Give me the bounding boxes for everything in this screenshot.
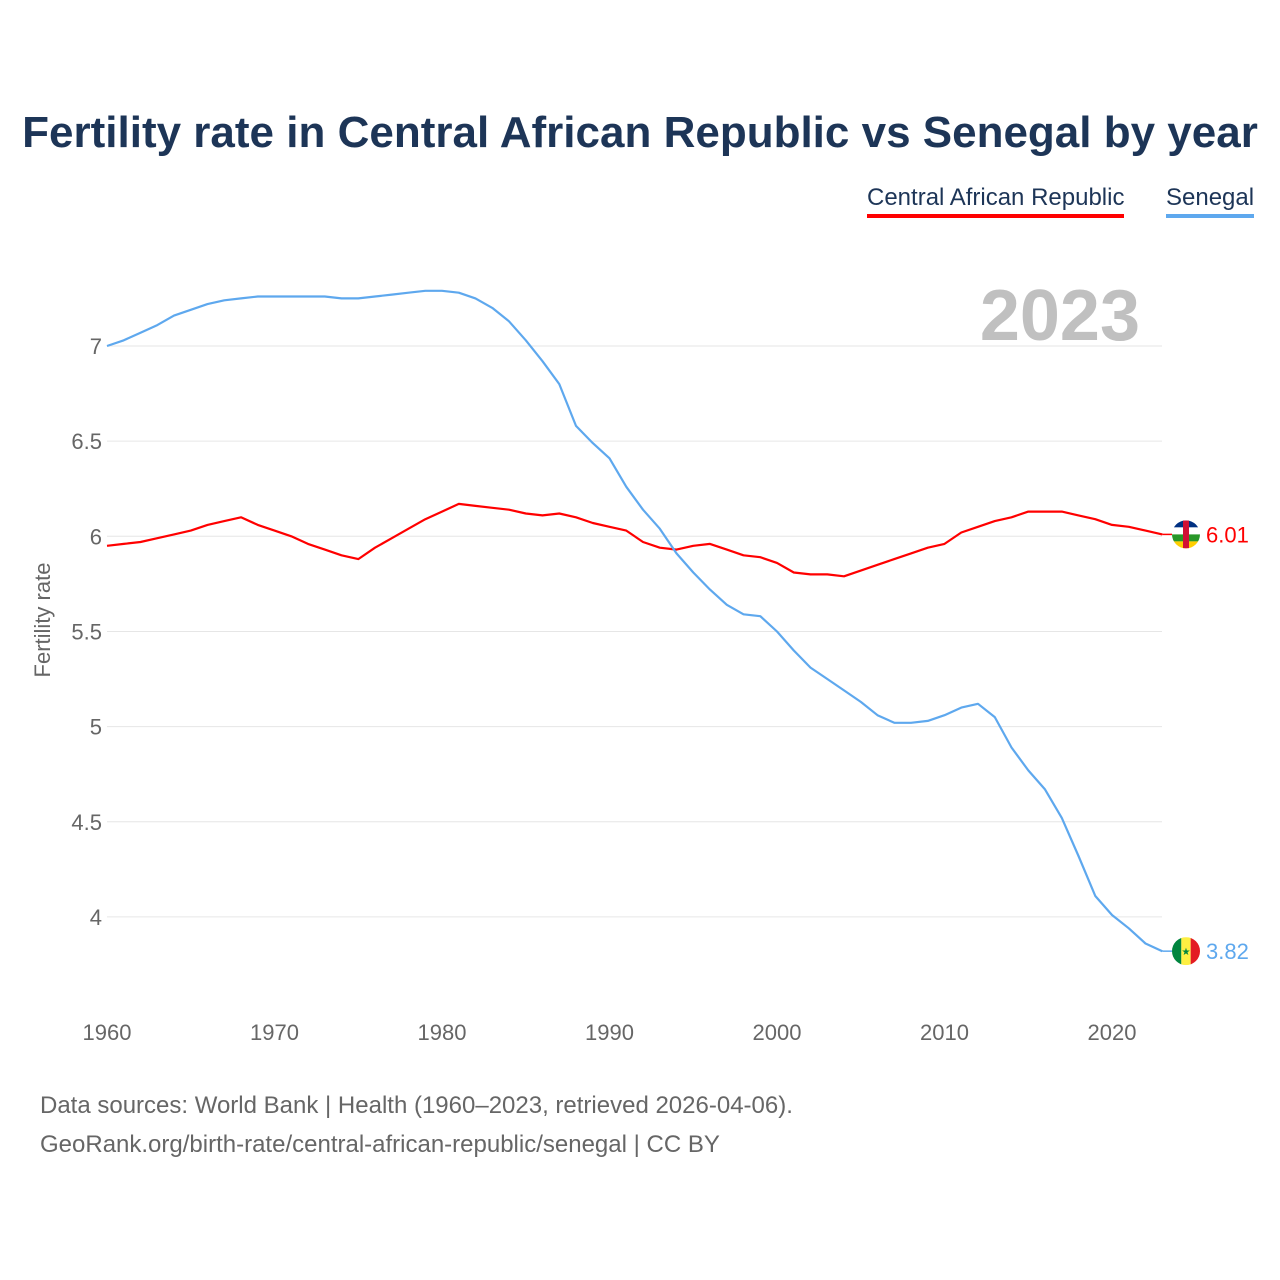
x-tick-label: 2000	[753, 1020, 802, 1045]
series-line-senegal[interactable]	[106, 289, 1163, 953]
footer: Data sources: World Bank | Health (1960–…	[40, 1086, 793, 1164]
attribution-link[interactable]: GeoRank.org/birth-rate/central-african-r…	[40, 1131, 720, 1158]
x-tick-label: 1960	[83, 1020, 132, 1045]
end-value-label: 3.82	[1206, 939, 1249, 964]
x-tick-label: 2020	[1088, 1020, 1137, 1045]
y-tick-label: 7	[90, 334, 102, 359]
series-line-central-african-republic[interactable]	[106, 502, 1163, 578]
senegal-flag-icon: ★	[1172, 937, 1200, 966]
y-tick-label: 6.5	[71, 429, 102, 454]
y-tick-label: 4	[90, 905, 102, 930]
y-tick-label: 5	[90, 715, 102, 740]
svg-text:★: ★	[1182, 947, 1191, 958]
chart-title: Fertility rate in Central African Republ…	[22, 108, 1258, 157]
y-tick-label: 5.5	[71, 619, 102, 644]
central-african-republic-flag-icon	[1172, 520, 1200, 549]
x-tick-label: 1990	[585, 1020, 634, 1045]
year-watermark: 2023	[980, 276, 1140, 356]
end-value-label: 6.01	[1206, 522, 1249, 547]
x-tick-label: 2010	[920, 1020, 969, 1045]
legend-central-african-republic[interactable]: Central African Republic	[867, 184, 1125, 218]
x-tick-label: 1980	[418, 1020, 467, 1045]
y-tick-label: 4.5	[71, 810, 102, 835]
y-tick-label: 6	[90, 524, 102, 549]
legend-senegal[interactable]: Senegal	[1166, 184, 1255, 218]
y-axis-label: Fertility rate	[30, 563, 55, 678]
data-source-text: Data sources: World Bank | Health (1960–…	[40, 1092, 793, 1119]
x-tick-label: 1970	[250, 1020, 299, 1045]
